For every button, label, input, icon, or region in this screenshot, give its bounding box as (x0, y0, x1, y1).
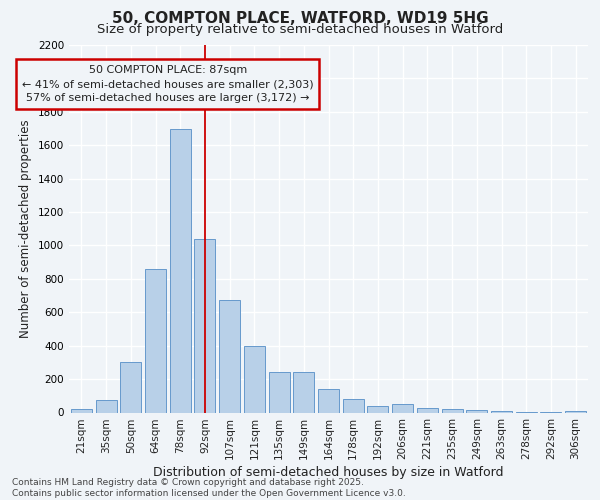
Bar (318, 389, 339, 412)
Text: Contains HM Land Registry data © Crown copyright and database right 2025.
Contai: Contains HM Land Registry data © Crown c… (12, 478, 406, 498)
Text: 50 COMPTON PLACE: 87sqm
← 41% of semi-detached houses are smaller (2,303)
57% of: 50 COMPTON PLACE: 87sqm ← 41% of semi-de… (22, 65, 314, 103)
Bar (491, 411, 512, 412)
Bar (417, 408, 438, 412)
Bar (392, 404, 413, 412)
Bar (219, 300, 240, 412)
Bar (293, 372, 314, 412)
Bar (269, 372, 290, 412)
Bar (95, 400, 116, 412)
X-axis label: Distribution of semi-detached houses by size in Watford: Distribution of semi-detached houses by … (153, 466, 504, 479)
Bar (565, 411, 586, 412)
Y-axis label: Number of semi-detached properties: Number of semi-detached properties (19, 120, 32, 338)
Bar (466, 410, 487, 412)
Text: 50, COMPTON PLACE, WATFORD, WD19 5HG: 50, COMPTON PLACE, WATFORD, WD19 5HG (112, 11, 488, 26)
Bar (367, 406, 388, 412)
Text: Size of property relative to semi-detached houses in Watford: Size of property relative to semi-detach… (97, 22, 503, 36)
Bar (145, 269, 166, 412)
Bar (71, 409, 92, 412)
Bar (244, 346, 265, 412)
Bar (442, 409, 463, 412)
Bar (194, 239, 215, 412)
Bar (343, 399, 364, 412)
Bar (120, 362, 141, 412)
Bar (170, 128, 191, 412)
